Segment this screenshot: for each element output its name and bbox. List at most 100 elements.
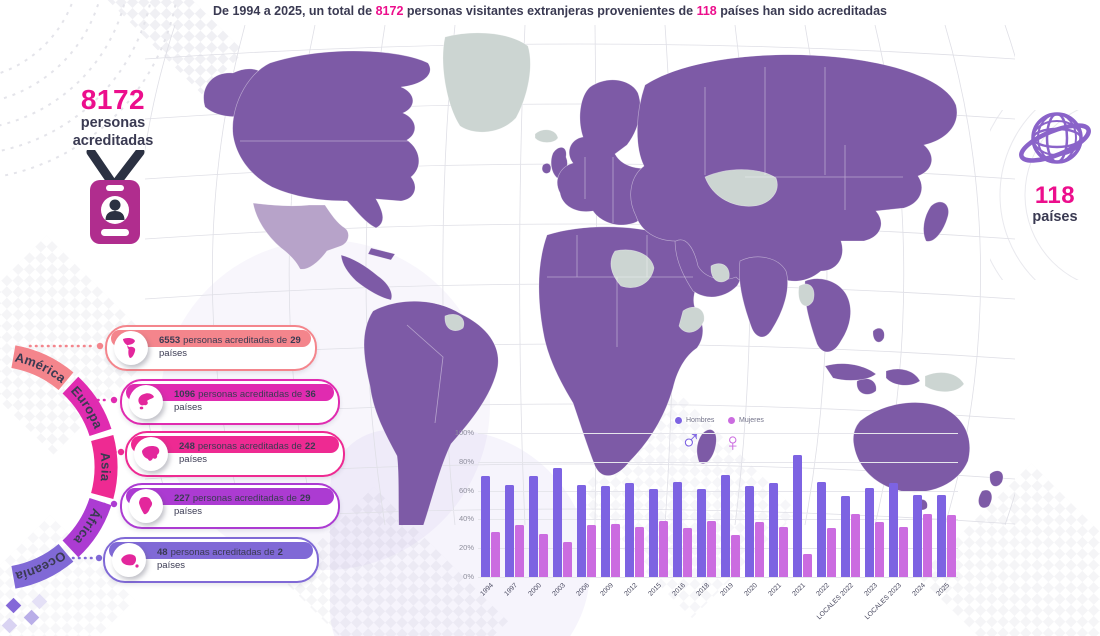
bar-hombres [888, 483, 898, 577]
bar-group-2015 [646, 489, 670, 577]
bar-hombres [600, 486, 610, 577]
countries-total-value: 118 [1034, 182, 1076, 209]
card-countries: 22 [304, 441, 316, 453]
bar-hombres [552, 467, 562, 577]
card-label-end: países [159, 348, 187, 359]
oceania-map-icon [112, 543, 146, 577]
bar-mujeres [898, 526, 908, 577]
arc-segment-oceania [11, 543, 74, 589]
continent-card-oceania: 48 personas acreditadas de 2 países [103, 537, 319, 583]
card-color-bar [131, 436, 339, 453]
gridline [478, 519, 958, 521]
bar-mujeres [634, 526, 644, 577]
bar-group-2020 [742, 486, 766, 577]
bar-mujeres [658, 520, 668, 577]
card-count: 227 [174, 493, 190, 505]
bar-mujeres [826, 528, 836, 577]
arc-segment-asia [91, 435, 118, 499]
bar-hombres [480, 476, 490, 577]
bar-hombres [912, 494, 922, 577]
svg-text:Asia: Asia [98, 452, 114, 483]
continent-card-america: 6553 personas acreditadas de 29 países [105, 325, 317, 371]
continent-card-asia: 248 personas acreditadas de 22 países [125, 431, 345, 477]
gridline [478, 433, 958, 434]
y-tick-label: 0% [463, 572, 474, 581]
card-text: 227 personas acreditadas de 29 países [174, 485, 328, 527]
title-text: países han sido acreditadas [716, 4, 887, 18]
card-color-bar [111, 330, 311, 347]
bar-group-2012 [622, 483, 646, 577]
bar-hombres [840, 496, 850, 577]
line-globe-decoration [990, 110, 1079, 280]
bar-hombres [576, 484, 586, 577]
hombres-legend-label: Hombres [686, 417, 715, 424]
accredited-total-label-1: personas [80, 115, 146, 131]
bar-group-2019 [718, 474, 742, 577]
continent-arc: América Europa Asia África Oceanía [11, 345, 118, 589]
y-tick-label: 80% [458, 456, 474, 466]
arc-segment-europa [62, 376, 112, 437]
america-map-icon [114, 331, 148, 365]
title-total-highlight: 8172 [375, 4, 404, 18]
card-label: personas acreditadas de [183, 335, 288, 347]
continent-card-africa: 227 personas acreditadas de 29 países [120, 483, 340, 529]
bar-mujeres [874, 522, 884, 577]
card-label: personas acreditadas de [170, 547, 275, 559]
title-text: personas visitantes extranjeras provenie… [403, 4, 697, 18]
female-icon: ♀ [723, 427, 743, 457]
accredited-total-label-2: acreditadas [72, 133, 154, 150]
africa-map-icon [129, 489, 163, 523]
bar-mujeres [490, 532, 500, 577]
card-color-bar [109, 542, 313, 559]
bar-mujeres [586, 525, 596, 577]
card-label-end: países [174, 506, 202, 517]
bar-hombres [864, 487, 874, 577]
bar-hombres [792, 454, 802, 577]
bar-hombres [816, 481, 826, 577]
map-country-borders [240, 67, 903, 424]
y-tick-label: 40% [458, 514, 474, 524]
chart-bars [478, 433, 958, 577]
bar-hombres [528, 476, 538, 577]
card-label-end: países [179, 454, 207, 465]
bar-group-2023 [862, 487, 886, 577]
arc-label-asia: Asia [98, 452, 113, 483]
arc-segment-america [11, 345, 74, 391]
card-count: 48 [157, 547, 168, 559]
gridline [478, 461, 958, 463]
bar-group-LOCALES 2022 [838, 496, 862, 577]
asia-map-icon [134, 437, 168, 471]
mujeres-legend-dot [728, 417, 735, 424]
arc-segment-africa [62, 497, 112, 558]
legend-item-mujeres: Mujeres [728, 417, 764, 424]
gridline [478, 548, 958, 550]
male-icon: ♂ [680, 424, 702, 456]
hombres-legend-dot [675, 417, 682, 424]
bar-group-2018 [694, 489, 718, 577]
bar-mujeres [778, 526, 788, 577]
card-label-end: países [157, 560, 185, 571]
bar-group-2024 [910, 494, 934, 577]
bar-mujeres [514, 525, 524, 577]
bar-group-1997 [502, 484, 526, 577]
accredited-total-stat: 8172 personas acreditadas [53, 86, 173, 150]
card-countries: 29 [299, 493, 311, 505]
card-text: 248 personas acreditadas de 22 países [179, 433, 333, 475]
bar-hombres [696, 489, 706, 577]
map-accredited-countries [203, 50, 1004, 525]
bar-hombres [672, 481, 682, 577]
bar-mujeres [922, 513, 932, 577]
title-countries-highlight: 118 [696, 4, 717, 18]
bar-mujeres [946, 515, 956, 577]
bar-mujeres [802, 553, 812, 577]
card-color-bar [126, 488, 334, 505]
bar-hombres [648, 489, 658, 577]
id-badge-icon [84, 147, 146, 253]
bar-hombres [936, 494, 946, 577]
bar-group-2025 [934, 494, 958, 577]
card-label: personas acreditadas de [197, 441, 302, 453]
card-text: 48 personas acreditadas de 2 países [157, 539, 307, 581]
legend-item-hombres: Hombres [675, 417, 714, 424]
y-tick-label: 100% [454, 428, 474, 437]
europa-map-icon [129, 385, 163, 419]
